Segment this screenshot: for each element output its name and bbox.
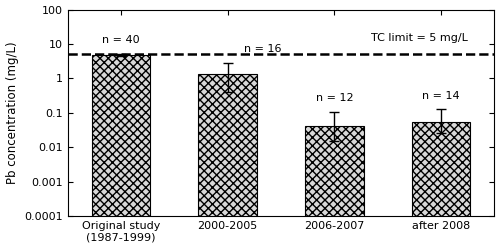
Text: n = 40: n = 40 [102, 35, 140, 45]
Text: n = 16: n = 16 [244, 44, 281, 54]
Text: n = 14: n = 14 [422, 91, 460, 101]
Text: TC limit = 5 mg/L: TC limit = 5 mg/L [372, 32, 468, 43]
Bar [412, 122, 470, 248]
Y-axis label: Pb concentration (mg/L): Pb concentration (mg/L) [6, 41, 18, 184]
Text: n = 12: n = 12 [316, 93, 353, 103]
Bar [198, 74, 257, 248]
Bar [305, 126, 364, 248]
Bar [92, 55, 150, 248]
